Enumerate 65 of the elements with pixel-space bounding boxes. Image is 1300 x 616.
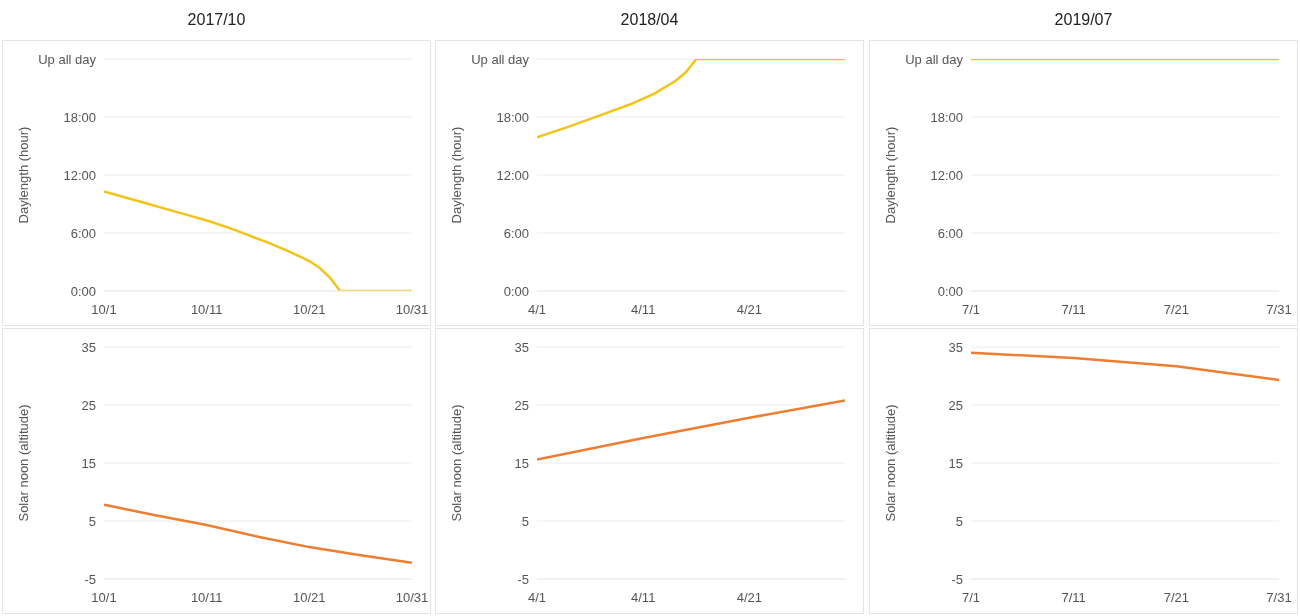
y-tick-label: Up all day bbox=[905, 51, 964, 67]
y-tick-label: 0:00 bbox=[937, 283, 963, 299]
y-tick-label: 18:00 bbox=[496, 109, 529, 125]
x-tick-label: 7/11 bbox=[1061, 590, 1086, 606]
y-tick-label: 12:00 bbox=[930, 167, 963, 183]
y-axis-title: Solar noon (altitude) bbox=[882, 404, 898, 522]
x-tick-label: 7/1 bbox=[961, 590, 981, 606]
x-tick-label: 4/11 bbox=[631, 302, 656, 318]
y-tick-label: Up all day bbox=[38, 51, 97, 67]
x-tick-label: 10/11 bbox=[190, 302, 223, 318]
y-axis-title: Solar noon (altitude) bbox=[448, 404, 464, 522]
line-series bbox=[537, 59, 845, 139]
line-series bbox=[104, 503, 412, 565]
x-tick-label: 7/31 bbox=[1266, 590, 1292, 606]
y-tick-label: 12:00 bbox=[63, 167, 96, 183]
x-tick-label: 7/21 bbox=[1163, 302, 1189, 318]
x-tick-label: 4/1 bbox=[527, 590, 547, 606]
y-axis-title: Daylength (hour) bbox=[15, 126, 31, 224]
x-tick-label: 4/21 bbox=[736, 590, 763, 606]
y-tick-label: 6:00 bbox=[503, 225, 529, 241]
y-tick-label: 5 bbox=[88, 513, 96, 529]
x-tick-label: 10/21 bbox=[293, 302, 326, 318]
y-tick-label: 15 bbox=[514, 455, 529, 471]
y-tick-label: 0:00 bbox=[503, 283, 529, 299]
y-tick-label: -5 bbox=[517, 571, 529, 587]
x-tick-label: 7/1 bbox=[961, 302, 981, 318]
y-tick-label: -5 bbox=[951, 571, 963, 587]
x-tick-label: 10/1 bbox=[91, 302, 117, 318]
x-tick-label: 7/31 bbox=[1266, 302, 1292, 318]
chart-title: 2017/10 bbox=[186, 10, 247, 30]
x-tick-label: 7/11 bbox=[1061, 302, 1086, 318]
x-tick-label: 10/31 bbox=[395, 302, 429, 318]
chart-title: 2018/04 bbox=[619, 10, 680, 30]
x-tick-label: 10/31 bbox=[395, 590, 429, 606]
y-tick-label: 35 bbox=[948, 339, 963, 355]
y-tick-label: 5 bbox=[955, 513, 963, 529]
y-tick-label: 5 bbox=[521, 513, 529, 529]
y-axis-title: Daylength (hour) bbox=[448, 126, 464, 224]
x-tick-label: 10/21 bbox=[293, 590, 326, 606]
y-tick-label: 6:00 bbox=[937, 225, 963, 241]
y-tick-label: 25 bbox=[948, 397, 963, 413]
y-tick-label: 25 bbox=[81, 397, 96, 413]
y-tick-label: 6:00 bbox=[70, 225, 96, 241]
y-tick-label: 35 bbox=[81, 339, 96, 355]
chart-title: 2019/07 bbox=[1053, 10, 1114, 30]
y-tick-label: 15 bbox=[81, 455, 96, 471]
line-series bbox=[971, 351, 1279, 382]
y-tick-label: -5 bbox=[84, 571, 96, 587]
y-tick-label: 25 bbox=[514, 397, 529, 413]
x-tick-label: 4/21 bbox=[736, 302, 763, 318]
x-tick-label: 10/1 bbox=[91, 590, 117, 606]
y-axis-title: Solar noon (altitude) bbox=[15, 404, 31, 522]
x-tick-label: 7/21 bbox=[1163, 590, 1189, 606]
y-tick-label: 18:00 bbox=[930, 109, 963, 125]
x-tick-label: 4/1 bbox=[527, 302, 547, 318]
y-tick-label: 12:00 bbox=[496, 167, 529, 183]
line-series bbox=[537, 399, 845, 461]
y-axis-title: Daylength (hour) bbox=[882, 126, 898, 224]
y-tick-label: Up all day bbox=[471, 51, 530, 67]
y-tick-label: 15 bbox=[948, 455, 963, 471]
x-tick-label: 10/11 bbox=[190, 590, 223, 606]
y-tick-label: 35 bbox=[514, 339, 529, 355]
y-tick-label: 18:00 bbox=[63, 109, 96, 125]
x-tick-label: 4/11 bbox=[631, 590, 656, 606]
y-tick-label: 0:00 bbox=[70, 283, 96, 299]
